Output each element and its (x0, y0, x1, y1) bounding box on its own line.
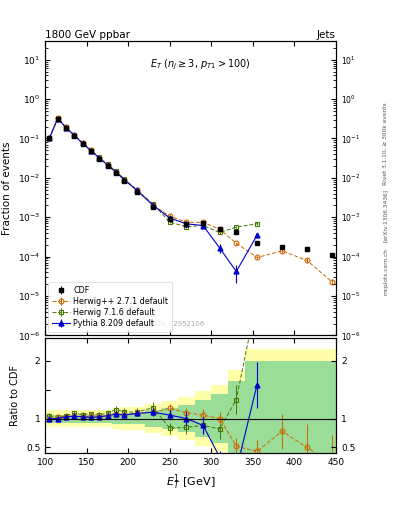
Text: Jets: Jets (317, 30, 336, 40)
X-axis label: $E_T^1$ [GeV]: $E_T^1$ [GeV] (166, 473, 215, 492)
Text: Rivet 3.1.10, ≥ 300k events: Rivet 3.1.10, ≥ 300k events (383, 102, 388, 185)
Y-axis label: Fraction of events: Fraction of events (2, 141, 12, 235)
Text: CDF_1994_S2952106: CDF_1994_S2952106 (130, 320, 204, 327)
Text: 1800 GeV ppbar: 1800 GeV ppbar (45, 30, 130, 40)
Y-axis label: Ratio to CDF: Ratio to CDF (10, 365, 20, 426)
Legend: CDF, Herwig++ 2.7.1 default, Herwig 7.1.6 default, Pythia 8.209 default: CDF, Herwig++ 2.7.1 default, Herwig 7.1.… (48, 282, 173, 332)
Text: $E_T$ ($n_j \geq 3$, $p_{T1}>100$): $E_T$ ($n_j \geq 3$, $p_{T1}>100$) (150, 57, 251, 72)
Text: [arXiv:1306.3436]: [arXiv:1306.3436] (383, 188, 388, 242)
Text: mcplots.cern.ch: mcplots.cern.ch (383, 248, 388, 295)
